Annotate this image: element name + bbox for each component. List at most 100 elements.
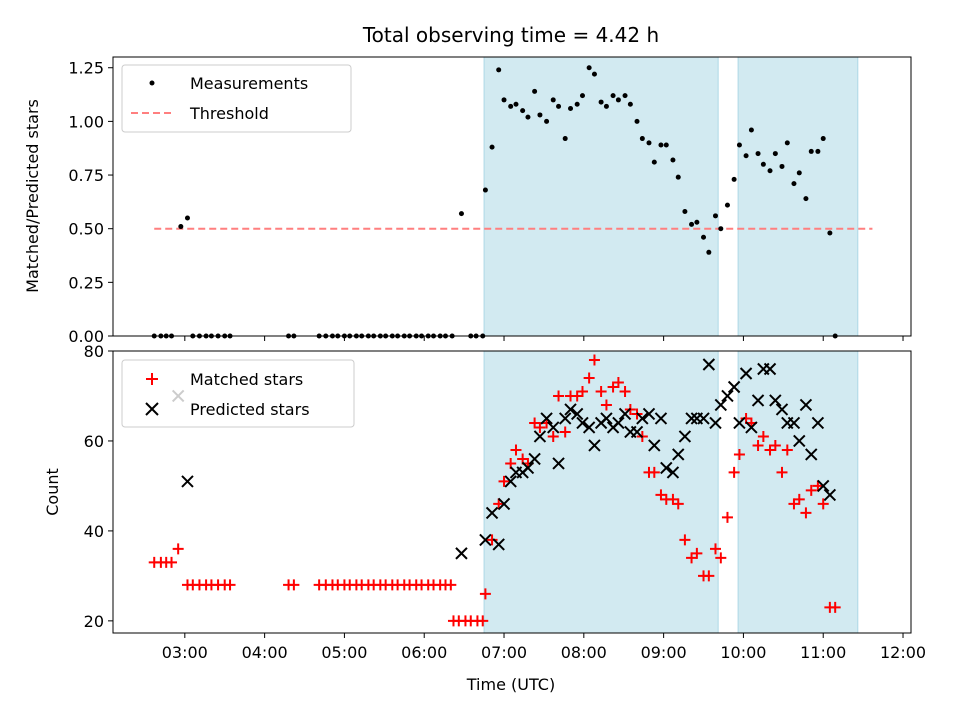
matched-star-point [733, 448, 745, 460]
matched-star-point [559, 426, 571, 438]
bot-y-tick-label: 80 [84, 342, 104, 361]
measurement-point [508, 103, 514, 109]
predicted-star-point [745, 421, 758, 434]
predicted-star-point [181, 475, 194, 488]
matched-star-point [595, 385, 607, 397]
x-axis-label: Time (UTC) [466, 675, 555, 694]
matched-star-point [588, 354, 600, 366]
measurement-point [706, 249, 712, 255]
measurement-point [755, 151, 761, 157]
predicted-star-point [739, 367, 753, 380]
top-y-tick-label: 1.25 [68, 59, 104, 78]
predicted-star-point [552, 457, 565, 470]
measurement-point [639, 136, 645, 142]
predicted-star-point [588, 439, 601, 452]
predicted-star-point [479, 533, 492, 547]
predicted-star-point [630, 425, 644, 439]
predicted-star-point [485, 506, 499, 520]
matched-star-point [805, 484, 817, 496]
measurement-point [748, 127, 754, 133]
predicted-star-point [558, 412, 572, 425]
measurement-point [736, 142, 742, 148]
predicted-star-point [799, 398, 813, 412]
matched-star-point [769, 439, 781, 451]
predicted-star-point [697, 412, 710, 425]
predicted-star-point [714, 398, 728, 412]
matched-star-point [648, 466, 660, 478]
predicted-star-point [823, 488, 837, 502]
measurement-point [586, 65, 592, 71]
measurement-point [544, 118, 550, 124]
x-tick-label: 08:00 [561, 643, 607, 662]
predicted-star-point [582, 421, 596, 434]
top-legend-box [121, 64, 352, 133]
measurement-point [622, 93, 628, 99]
matched-star-point [288, 579, 300, 591]
matched-star-point [224, 579, 236, 591]
predicted-star-point [455, 547, 468, 560]
predicted-star-point [666, 466, 680, 479]
predicted-star-point [787, 416, 801, 430]
x-tick-label: 06:00 [401, 643, 447, 662]
x-tick-label: 05:00 [321, 643, 367, 662]
x-tick-label: 04:00 [242, 643, 288, 662]
matched-star-point [445, 579, 457, 591]
predicted-star-point [763, 362, 777, 376]
matched-star-point [679, 534, 691, 546]
measurement-point [184, 215, 190, 221]
predicted-star-point [576, 416, 589, 430]
bot-y-tick-label: 60 [84, 432, 104, 451]
bottom-panel: 20 40 60 80 03:00 04:00 05:00 06:00 07:00 08:00 0… [43, 342, 926, 694]
matched-star-point [477, 615, 489, 627]
predicted-star-point [769, 394, 782, 407]
measurement-point [579, 93, 585, 99]
matched-star-point [776, 466, 788, 478]
bottom-legend: Matched stars Predicted stars [121, 359, 355, 428]
bot-shaded-interval-0 [483, 350, 719, 634]
matched-star-point [576, 385, 588, 397]
matched-star-point [781, 444, 793, 456]
predicted-star-point [727, 380, 741, 394]
predicted-star-point [654, 412, 668, 425]
predicted-star-point [618, 407, 632, 421]
measurement-point [796, 170, 802, 176]
measurement-point [651, 159, 657, 165]
measurement-point [550, 97, 556, 103]
predicted-star-point [540, 412, 553, 425]
measurement-point [701, 234, 707, 240]
measurement-point [784, 140, 790, 146]
predicted-star-point [636, 412, 649, 425]
matched-star-point [715, 552, 727, 564]
measurement-point [562, 136, 568, 142]
measurement-point [731, 176, 737, 182]
predicted-star-point [811, 416, 825, 430]
matched-star-point [703, 570, 715, 582]
matched-star-point [619, 385, 631, 397]
measurement-point [610, 93, 616, 99]
measurement-point [694, 219, 700, 225]
measurement-point [670, 157, 676, 163]
measurement-point [712, 213, 718, 219]
top-y-axis-label: Matched/Predicted stars [23, 99, 42, 293]
measurement-point [724, 202, 730, 208]
predicted-star-point [660, 461, 673, 475]
measurement-point [658, 142, 664, 148]
predicted-star-point [751, 394, 765, 407]
measurement-point [760, 161, 766, 167]
predicted-star-point [685, 412, 698, 425]
matched-star-point [793, 493, 805, 505]
legend-marker-predicted [145, 402, 159, 416]
predicted-star-point [733, 416, 746, 430]
matched-star-point [709, 543, 721, 555]
measurement-point [779, 163, 785, 169]
matched-star-point [583, 372, 595, 384]
measurement-point [615, 97, 621, 103]
top-y-tick-label: 1.00 [68, 112, 104, 131]
chart-title: Total observing time = 4.42 h [362, 23, 659, 47]
predicted-star-point [504, 475, 517, 488]
measurement-point [772, 151, 778, 157]
predicted-star-point [570, 407, 584, 421]
measurement-point [556, 103, 562, 109]
measurement-point [646, 140, 652, 146]
predicted-star-point [775, 403, 789, 416]
